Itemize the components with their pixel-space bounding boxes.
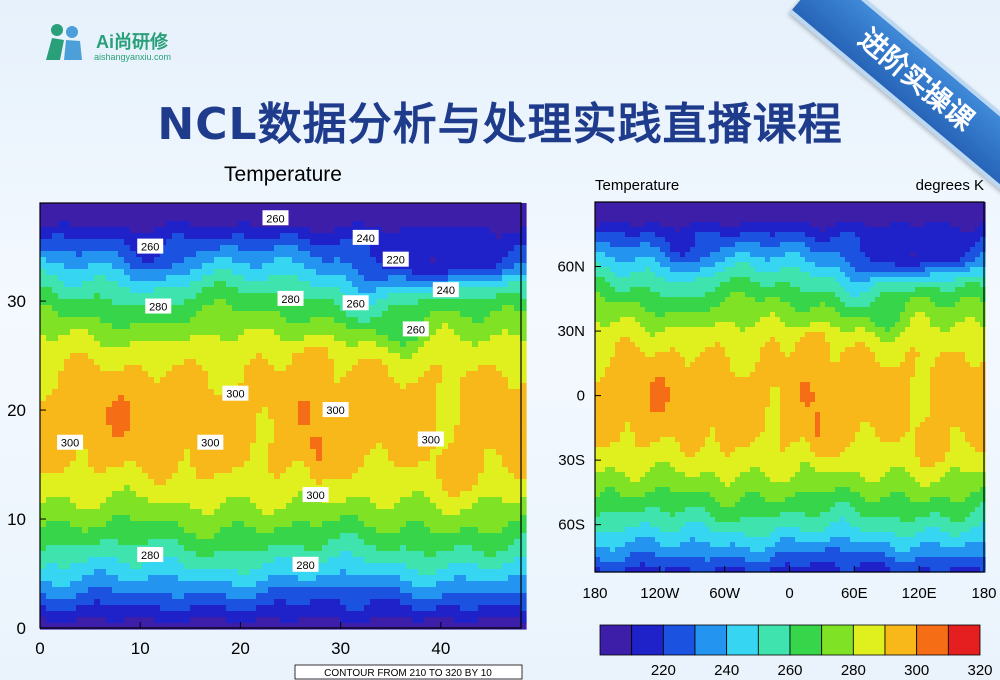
colorbar-label: 260 — [777, 662, 802, 679]
y-tick-label: 30N — [557, 323, 585, 340]
colorbar-swatch — [852, 624, 886, 656]
logo-url: aishangyanxiu.com — [94, 52, 172, 62]
colorbar-label: 300 — [904, 662, 929, 679]
x-tick-label: 10 — [131, 639, 150, 658]
colorbar-swatch — [821, 624, 854, 656]
colorbar-swatch — [599, 624, 633, 656]
x-tick-label: 30 — [331, 639, 350, 658]
plot-frame — [39, 202, 522, 629]
y-tick-label: 10 — [7, 510, 26, 529]
logo: Ai尚研修 aishangyanxiu.com — [44, 22, 224, 66]
contour-label: 280 — [292, 556, 319, 572]
y-tick-label: 20 — [7, 401, 26, 420]
x-tick-label: 180 — [582, 585, 607, 602]
contour-info-text: CONTOUR FROM 210 TO 320 BY 10 — [324, 668, 492, 679]
contour-label: 260 — [402, 321, 429, 337]
colorbar-swatch — [884, 624, 918, 656]
colorbar-swatch — [694, 624, 728, 656]
x-tick-label: 20 — [231, 639, 250, 658]
logo-name: Ai尚研修 — [96, 32, 168, 52]
x-tick-label: 40 — [431, 639, 450, 658]
colorbar-swatch — [662, 624, 696, 656]
y-tick-label: 0 — [17, 619, 26, 638]
colorbar-swatch — [726, 624, 759, 656]
x-tick-label: 120W — [640, 585, 680, 602]
temperature-field — [595, 202, 986, 573]
y-tick-label: 30S — [558, 452, 585, 469]
colorbar-swatch — [757, 624, 791, 656]
x-tick-label: 120E — [902, 585, 937, 602]
contour-info-box — [294, 664, 523, 680]
contour-label: 260 — [137, 238, 164, 254]
y-tick-label: 30 — [7, 292, 26, 311]
right-contour-chart: 180 120W 60W 0 60E 120E 180 60S 30S 0 30N 60N Temper… — [557, 177, 996, 679]
contour-label: 240 — [432, 282, 459, 298]
x-tick-label: 60W — [709, 585, 741, 602]
colorbar-swatch — [631, 624, 664, 656]
chart-title: Temperature — [224, 163, 342, 186]
y-tick-label: 60S — [558, 517, 585, 534]
x-tick-label: 180 — [971, 585, 996, 602]
x-tick-label: 0 — [785, 585, 793, 602]
contour-label: 220 — [382, 251, 409, 267]
contour-label: 240 — [352, 229, 379, 245]
contour-label: 300 — [222, 385, 249, 401]
colorbar-swatch — [947, 624, 981, 656]
contour-label: 300 — [322, 402, 349, 418]
chart-units: degrees K — [916, 177, 984, 194]
temperature-field — [40, 203, 527, 630]
colorbar-label: 320 — [967, 662, 992, 679]
contour-label: 280 — [277, 290, 304, 306]
page-title: NCL数据分析与处理实践直播课程 — [157, 99, 843, 150]
y-tick-label: 0 — [577, 388, 585, 405]
colorbar-swatch — [916, 624, 949, 656]
contour-label: 300 — [302, 487, 329, 503]
x-tick-label: 0 — [35, 639, 44, 658]
contour-label: 300 — [417, 431, 444, 447]
people-logo-icon — [46, 24, 82, 60]
contour-label: 280 — [137, 546, 164, 562]
contour-label: 300 — [197, 434, 224, 450]
colorbar-swatch — [789, 624, 823, 656]
y-tick-label: 60N — [557, 259, 585, 276]
colorbar-label: 220 — [651, 662, 676, 679]
contour-label: 280 — [145, 298, 172, 314]
contour-label: 260 — [262, 210, 289, 226]
colorbar-label: 280 — [841, 662, 866, 679]
colorbar-label: 240 — [714, 662, 739, 679]
left-contour-chart: 0 10 20 30 400102030Temperature2602402602202… — [7, 163, 527, 680]
x-tick-label: 60E — [841, 585, 868, 602]
contour-label: 300 — [57, 434, 84, 450]
contour-label: 260 — [342, 295, 369, 311]
chart-title: Temperature — [595, 177, 679, 194]
